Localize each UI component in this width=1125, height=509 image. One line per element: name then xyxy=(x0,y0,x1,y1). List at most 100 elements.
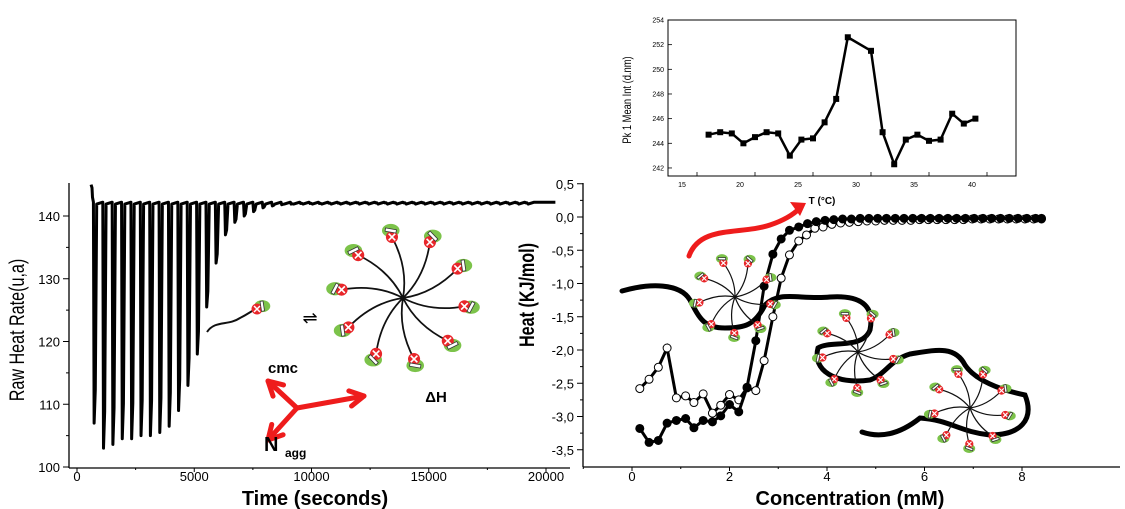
tag-icon xyxy=(819,327,828,335)
surfactant-tail xyxy=(934,406,971,415)
cross-icon xyxy=(754,322,761,328)
left-xtick-label: 15000 xyxy=(411,469,447,484)
inset-data-point xyxy=(879,129,886,136)
filled-data-point xyxy=(952,213,962,223)
tag-icon xyxy=(259,300,265,312)
filled-data-point xyxy=(768,249,778,259)
right-xtick-label: 8 xyxy=(1018,469,1025,484)
right-ylabel: Heat (KJ/mol) xyxy=(515,243,539,347)
tag-icon xyxy=(1003,384,1008,393)
surfactant-head xyxy=(929,382,944,394)
surfactant-tail xyxy=(965,407,971,445)
right-xtick-label: 0 xyxy=(628,469,635,484)
filled-data-point xyxy=(890,213,900,223)
tag-icon xyxy=(964,445,974,452)
right-ytick-label: -3,0 xyxy=(552,410,574,425)
left-ytick-label: 140 xyxy=(38,209,60,224)
cross-icon xyxy=(980,371,986,378)
raw-heat-chart: Time (seconds) Raw Heat Rate(u,a) 100 110… xyxy=(5,183,570,509)
tag-icon xyxy=(339,324,346,337)
cross-icon xyxy=(831,376,837,382)
n-agg-arrow-head xyxy=(265,421,286,443)
open-data-point xyxy=(725,390,734,400)
left-ylabel: Raw Heat Rate(u,a) xyxy=(5,259,28,402)
inset-data-point xyxy=(740,140,747,147)
left-xlabel: Time (seconds) xyxy=(242,488,388,509)
cmc-label: cmc xyxy=(268,360,298,377)
filled-data-point xyxy=(698,415,708,425)
inset-data-point xyxy=(728,130,735,137)
filled-data-point xyxy=(776,234,786,244)
right-xtick-label: 4 xyxy=(823,469,830,484)
inset-data-point xyxy=(775,130,782,137)
surfactant-head xyxy=(762,272,777,284)
inset-data-point xyxy=(763,129,770,136)
open-data-point xyxy=(644,374,654,384)
right-ytick-label: 0,5 xyxy=(556,177,574,192)
filled-data-point xyxy=(725,400,734,410)
right-ytick-label: -0,5 xyxy=(552,243,574,258)
open-data-point xyxy=(784,250,794,260)
tag-icon xyxy=(768,273,773,282)
left-xtick-label: 10000 xyxy=(293,469,329,484)
open-data-point xyxy=(716,400,726,410)
open-data-point xyxy=(802,230,812,240)
cross-icon xyxy=(410,355,418,363)
inset-xtick-label: 20 xyxy=(736,182,744,189)
surfactant-head xyxy=(866,309,879,323)
right-ytick-label: -1,5 xyxy=(552,310,574,325)
cross-icon xyxy=(868,315,874,322)
tag-icon xyxy=(755,325,765,332)
surfactant-tail xyxy=(402,297,449,342)
tag-icon xyxy=(940,434,947,443)
cross-icon xyxy=(955,371,962,377)
inset-data-point xyxy=(810,135,816,142)
tag-icon xyxy=(705,323,712,332)
tag-icon xyxy=(367,354,379,366)
cross-icon xyxy=(731,330,737,336)
surfactant-head xyxy=(743,254,756,268)
surfactant-head xyxy=(423,229,442,249)
filled-data-point xyxy=(1004,213,1014,223)
filled-data-point xyxy=(635,423,645,433)
tag-icon xyxy=(427,230,439,242)
tag-icon xyxy=(409,362,422,369)
filled-data-point xyxy=(996,213,1006,223)
tag-icon xyxy=(729,334,739,341)
surfactant-tail xyxy=(734,263,749,298)
cross-icon xyxy=(253,305,261,313)
annotations: ⇌ cmc ΔH N agg xyxy=(264,308,447,460)
n-agg-label: N xyxy=(264,434,278,456)
surfactant-tail xyxy=(375,297,404,354)
inset-data-point xyxy=(786,152,793,159)
filled-data-point xyxy=(925,213,935,223)
surfactant-head xyxy=(766,299,781,310)
surfactant-tail xyxy=(391,236,406,299)
filled-data-point xyxy=(838,214,848,224)
filled-data-point xyxy=(662,418,672,428)
tag-icon xyxy=(852,389,862,396)
cross-icon xyxy=(763,276,770,283)
inset-data-point xyxy=(891,161,898,168)
surfactant-tail xyxy=(347,297,404,328)
inset-xtick-label: 30 xyxy=(852,182,860,189)
tag-icon xyxy=(696,272,705,280)
inset-ylabel: Pk 1 Mean Int (d.nm) xyxy=(621,56,634,143)
surfactant-tail xyxy=(969,390,1002,409)
filled-data-point xyxy=(803,219,812,229)
cross-icon xyxy=(443,336,452,345)
surfactant-head xyxy=(344,243,365,262)
surfactant-head xyxy=(364,347,383,367)
surfactant-head xyxy=(458,300,480,314)
surfactant-head xyxy=(715,254,728,268)
filled-data-point xyxy=(707,417,717,427)
filled-data-point xyxy=(960,213,970,223)
left-ytick-label: 110 xyxy=(39,397,60,412)
left-xtick-label: 20000 xyxy=(528,469,564,484)
surfactant-head xyxy=(817,326,832,338)
cross-icon xyxy=(843,315,850,321)
left-ytick-label: 130 xyxy=(38,272,60,287)
n-agg-arrow xyxy=(265,405,300,443)
tag-icon xyxy=(990,436,1000,443)
filled-data-point xyxy=(1022,213,1032,223)
